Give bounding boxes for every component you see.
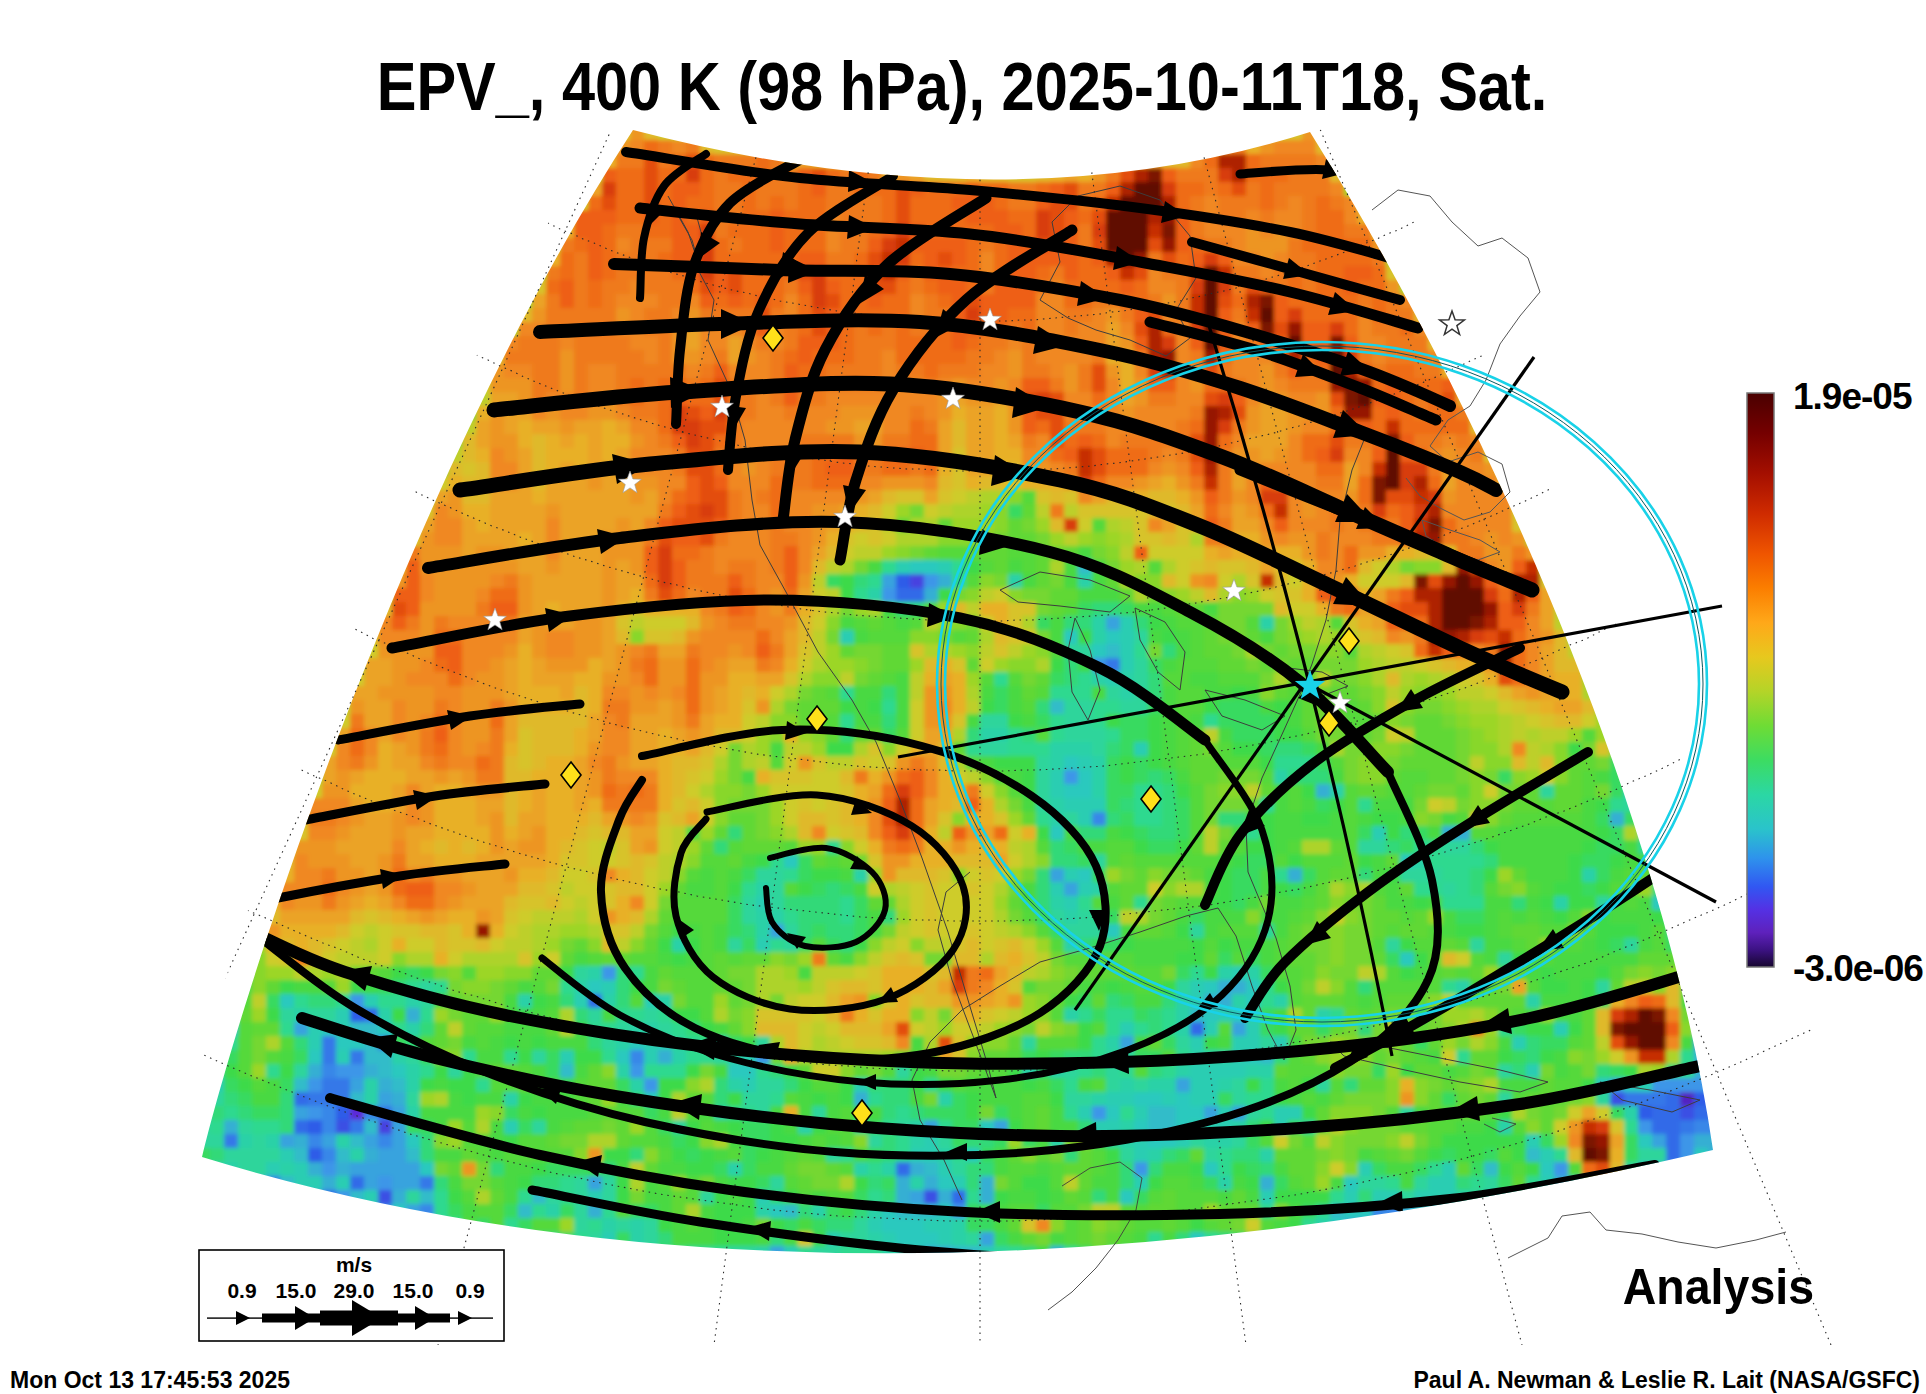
- svg-text:29.0: 29.0: [334, 1279, 375, 1302]
- svg-text:15.0: 15.0: [276, 1279, 317, 1302]
- svg-text:-3.0e-06: -3.0e-06: [1793, 948, 1923, 989]
- svg-text:m/s: m/s: [336, 1253, 372, 1276]
- svg-text:0.9: 0.9: [455, 1279, 484, 1302]
- svg-text:Analysis: Analysis: [1623, 1258, 1814, 1314]
- svg-text:EPV_, 400 K (98 hPa), 2025-10-: EPV_, 400 K (98 hPa), 2025-10-11T18, Sat…: [377, 48, 1548, 125]
- svg-text:15.0: 15.0: [393, 1279, 434, 1302]
- svg-text:0.9: 0.9: [227, 1279, 256, 1302]
- svg-text:1.9e-05: 1.9e-05: [1793, 376, 1912, 417]
- svg-text:Paul A. Newman & Leslie R. Lai: Paul A. Newman & Leslie R. Lait (NASA/GS…: [1413, 1367, 1920, 1393]
- svg-text:Mon Oct 13 17:45:53 2025: Mon Oct 13 17:45:53 2025: [10, 1367, 290, 1393]
